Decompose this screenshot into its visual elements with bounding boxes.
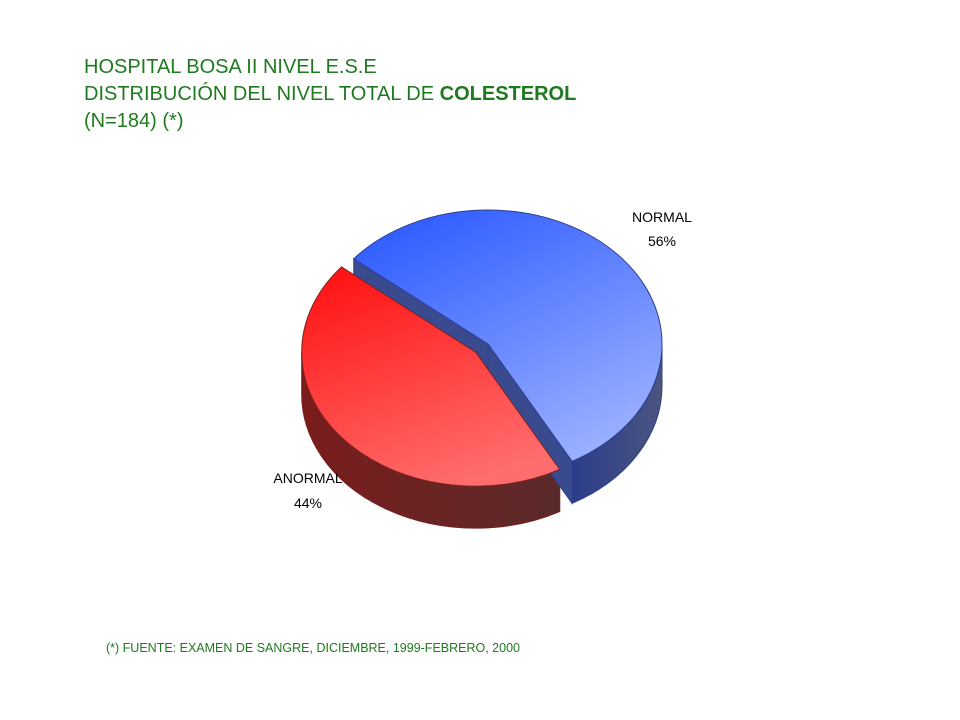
slice-label-anormal: ANORMAL [273, 470, 342, 486]
title-distribution-prefix: DISTRIBUCIÓN DEL NIVEL TOTAL DE [84, 83, 440, 105]
pie-slices [301, 209, 663, 529]
source-footnote: (*) FUENTE: EXAMEN DE SANGRE, DICIEMBRE,… [106, 641, 520, 655]
slice-value-anormal: 44% [294, 495, 322, 511]
title-line-distribution: DISTRIBUCIÓN DEL NIVEL TOTAL DE COLESTER… [84, 81, 576, 108]
title-line-sample-size: (N=184) (*) [84, 110, 184, 132]
pie-slice-anormal [301, 266, 561, 487]
chart-title: HOSPITAL BOSA II NIVEL E.S.E DISTRIBUCIÓ… [84, 54, 576, 135]
pie-slice-normal [352, 209, 663, 462]
slice-label-normal: NORMAL [632, 209, 692, 225]
title-line-hospital: HOSPITAL BOSA II NIVEL E.S.E [84, 56, 377, 78]
slice-value-normal: 56% [648, 233, 676, 249]
title-cholesterol-highlight: COLESTEROL [439, 83, 577, 105]
